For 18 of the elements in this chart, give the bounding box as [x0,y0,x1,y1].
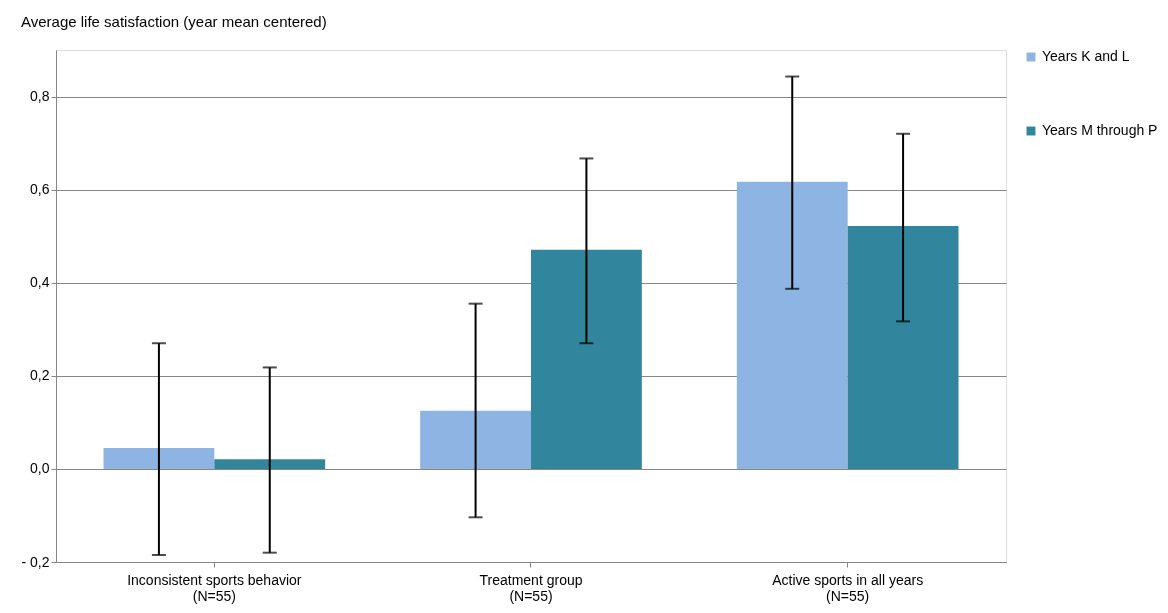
y-tick-label: 0,8 [30,88,50,105]
bar [420,410,531,469]
y-tick-label: 0,6 [30,181,50,198]
bar [847,225,959,469]
legend-label: Years K and L [1042,48,1130,64]
y-tick-label: 0,4 [30,274,50,291]
bar [103,447,215,469]
y-tick-label: 0,0 [30,460,50,477]
bar [214,459,326,469]
chart-title: Average life satisfaction (year mean centered) [20,13,327,30]
y-tick-label: 0,2 [30,367,50,384]
legend-label: Years M through P [1042,122,1158,138]
x-tick-label: Inconsistent sports behavior (N=55) [127,571,302,604]
y-tick-label: - 0,2 [21,553,50,570]
bar [531,249,642,469]
x-tick-label: Active sports in all years (N=55) [772,571,924,604]
x-tick-label: Treatment group (N=55) [479,571,583,604]
bar [736,181,848,469]
